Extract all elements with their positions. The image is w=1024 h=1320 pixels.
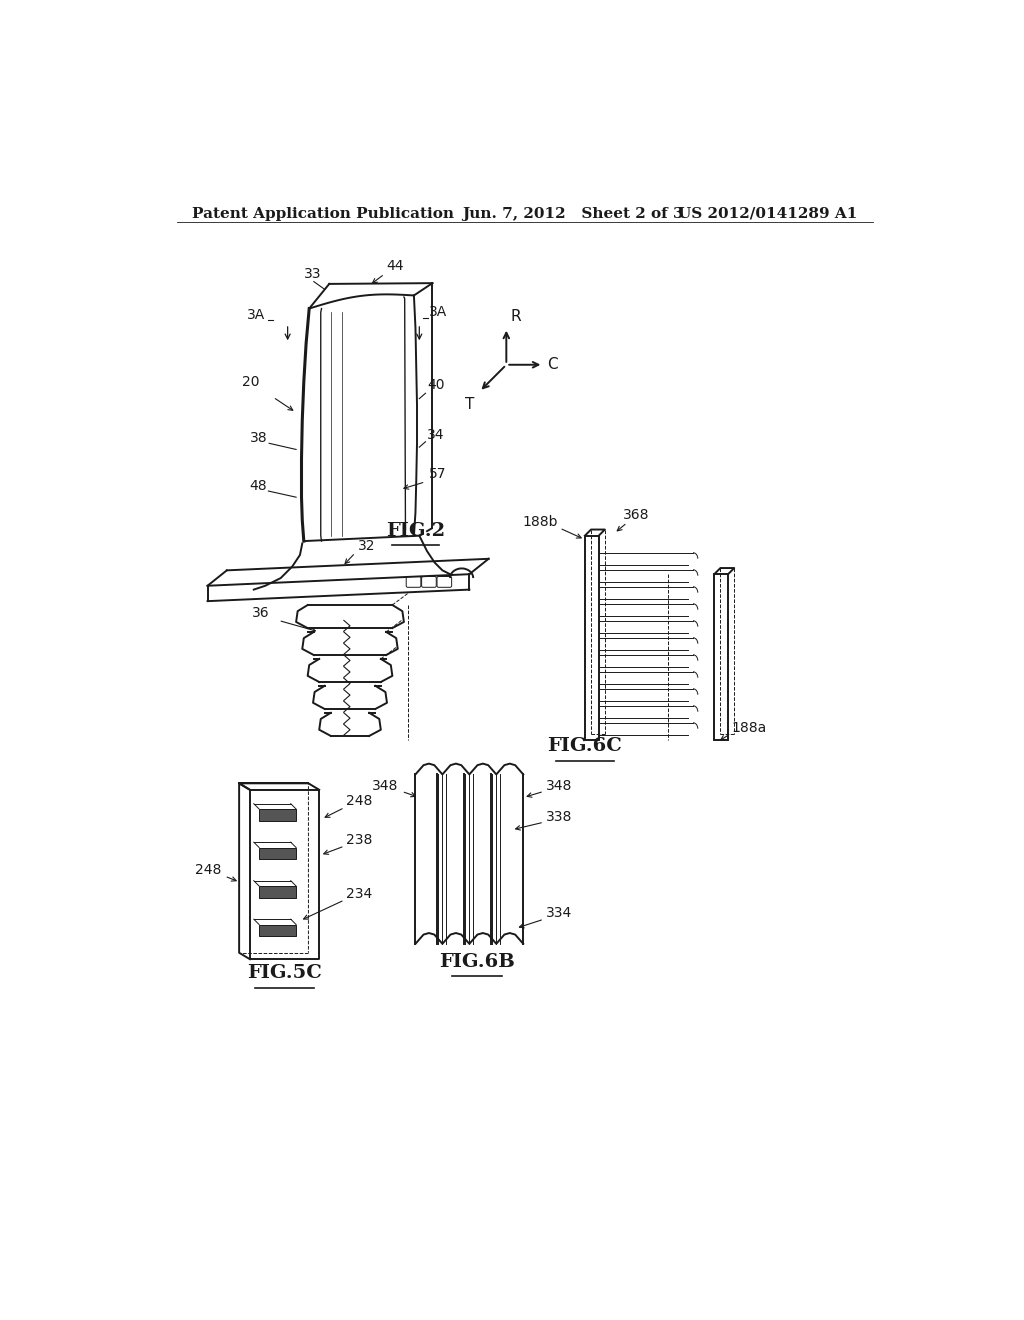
Text: 32: 32 [357, 539, 375, 553]
Text: T: T [465, 397, 474, 412]
Text: R: R [510, 309, 521, 323]
Text: Jun. 7, 2012   Sheet 2 of 3: Jun. 7, 2012 Sheet 2 of 3 [462, 207, 683, 220]
Text: 3A: 3A [247, 308, 265, 322]
Text: 3A: 3A [429, 305, 447, 319]
Bar [259, 809, 296, 821]
Text: 338: 338 [547, 809, 572, 824]
Bar [259, 886, 296, 898]
Text: 368: 368 [624, 508, 650, 521]
Text: 238: 238 [346, 833, 373, 846]
Text: 248: 248 [195, 863, 221, 878]
Text: FIG.6C: FIG.6C [548, 738, 623, 755]
Text: Patent Application Publication: Patent Application Publication [193, 207, 455, 220]
Text: 33: 33 [304, 267, 322, 281]
Text: 48: 48 [249, 479, 267, 492]
Text: 57: 57 [429, 467, 446, 480]
Text: 334: 334 [547, 906, 572, 920]
Text: 38: 38 [250, 430, 267, 445]
Text: 248: 248 [346, 795, 373, 808]
Text: 348: 348 [547, 779, 572, 793]
Text: FIG.2: FIG.2 [386, 521, 445, 540]
Text: 36: 36 [252, 606, 269, 619]
Text: 348: 348 [372, 779, 398, 793]
Text: 188b: 188b [522, 516, 558, 529]
Bar [259, 924, 296, 936]
Text: 44: 44 [386, 259, 403, 273]
Text: 20: 20 [243, 375, 260, 388]
Text: 40: 40 [427, 379, 444, 392]
Text: 234: 234 [346, 887, 373, 900]
Text: 188a: 188a [731, 721, 766, 735]
Text: FIG.6B: FIG.6B [439, 953, 515, 972]
Text: US 2012/0141289 A1: US 2012/0141289 A1 [678, 207, 857, 220]
Text: C: C [547, 358, 558, 372]
Text: FIG.5C: FIG.5C [247, 965, 322, 982]
Bar [585, 536, 599, 739]
Bar [259, 847, 296, 859]
Text: 34: 34 [427, 429, 444, 442]
Bar [714, 574, 728, 739]
